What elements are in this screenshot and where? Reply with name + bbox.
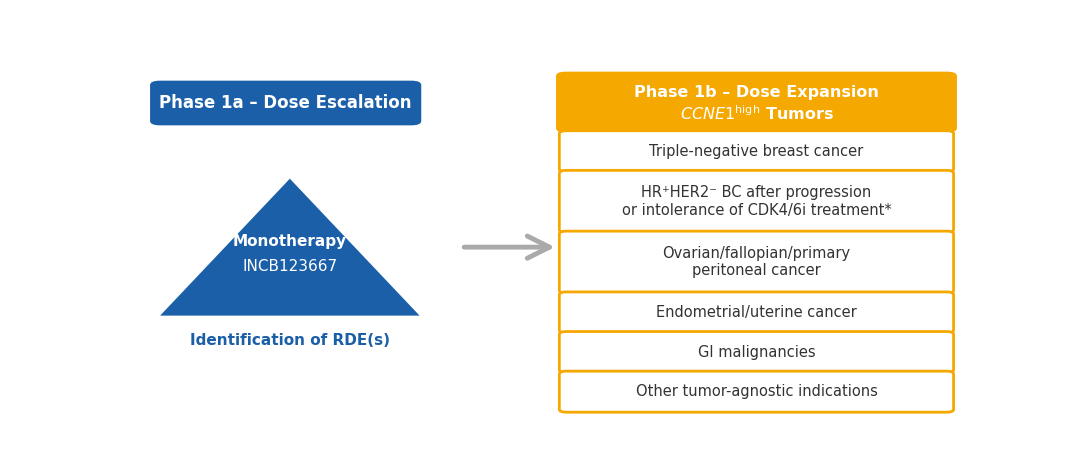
Text: Endometrial/uterine cancer: Endometrial/uterine cancer <box>656 305 856 320</box>
FancyBboxPatch shape <box>559 170 954 233</box>
Text: Ovarian/fallopian/primary
peritoneal cancer: Ovarian/fallopian/primary peritoneal can… <box>662 246 851 278</box>
Polygon shape <box>160 179 419 315</box>
Text: GI malignancies: GI malignancies <box>698 344 815 359</box>
FancyBboxPatch shape <box>556 72 957 132</box>
FancyBboxPatch shape <box>559 131 954 172</box>
Text: Phase 1b – Dose Expansion: Phase 1b – Dose Expansion <box>634 85 879 100</box>
Text: Other tumor-agnostic indications: Other tumor-agnostic indications <box>635 384 877 399</box>
FancyBboxPatch shape <box>559 292 954 333</box>
Text: Triple-negative breast cancer: Triple-negative breast cancer <box>649 144 864 159</box>
Text: Monotherapy: Monotherapy <box>233 234 347 249</box>
Text: HR⁺HER2⁻ BC after progression
or intolerance of CDK4/6i treatment*: HR⁺HER2⁻ BC after progression or intoler… <box>622 185 891 218</box>
Text: $\mathit{CCNE1}^{\rm high}$ Tumors: $\mathit{CCNE1}^{\rm high}$ Tumors <box>679 104 834 123</box>
FancyBboxPatch shape <box>559 331 954 373</box>
FancyBboxPatch shape <box>559 231 954 293</box>
FancyBboxPatch shape <box>150 80 421 125</box>
Text: INCB123667: INCB123667 <box>242 259 337 274</box>
FancyBboxPatch shape <box>559 371 954 412</box>
Text: Phase 1a – Dose Escalation: Phase 1a – Dose Escalation <box>160 94 411 112</box>
Text: Identification of RDE(s): Identification of RDE(s) <box>190 333 390 348</box>
